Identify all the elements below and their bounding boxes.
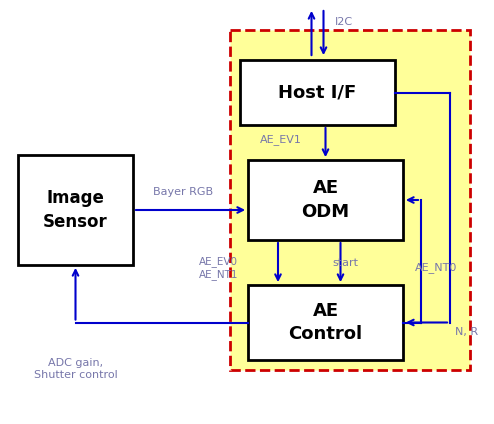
Bar [248,285,403,360]
Text: AE_EV1: AE_EV1 [260,134,302,145]
Text: N, R: N, R [455,327,478,337]
Text: AE
Control: AE Control [288,302,363,343]
Text: Host I/F: Host I/F [279,84,357,101]
Text: I2C: I2C [335,17,353,27]
Text: AE_EV0
AE_NT1: AE_EV0 AE_NT1 [199,256,238,280]
Text: AE
ODM: AE ODM [301,179,350,221]
Text: AE_NT0: AE_NT0 [415,262,457,273]
Bar [248,160,403,240]
Text: start: start [332,258,358,268]
Bar [240,60,395,125]
Text: Image
Sensor: Image Sensor [43,189,108,231]
Bar [230,30,470,370]
Text: ADC gain,
Shutter control: ADC gain, Shutter control [34,358,118,380]
Bar [18,155,133,265]
Text: Bayer RGB: Bayer RGB [153,187,213,197]
